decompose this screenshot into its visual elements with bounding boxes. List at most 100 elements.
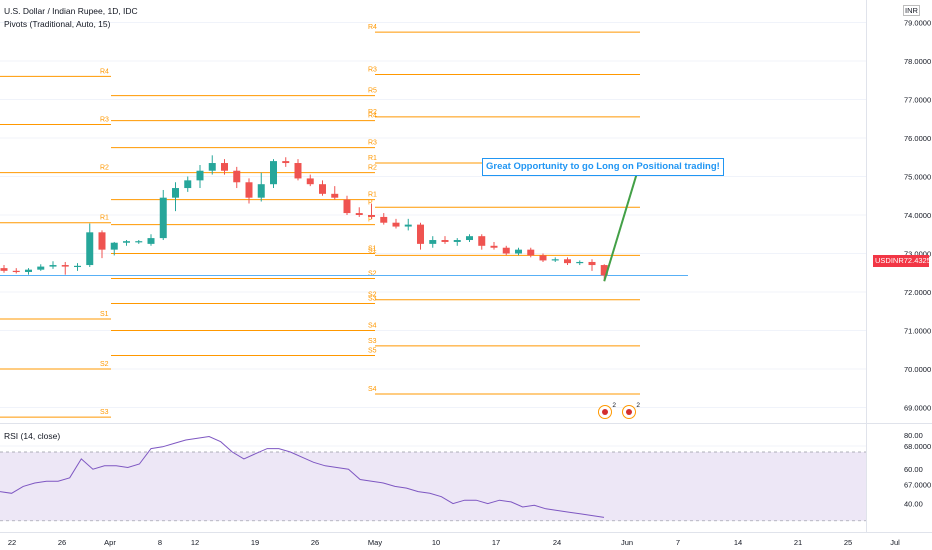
price-tick-label: 67.0000 bbox=[904, 481, 931, 490]
candle-body bbox=[576, 261, 584, 264]
price-tick-label: 77.0000 bbox=[904, 96, 931, 105]
price-tag-value: 72.4325 bbox=[903, 256, 931, 265]
pivot-level-label: S5 bbox=[368, 348, 377, 355]
rsi-band bbox=[0, 452, 866, 521]
candle-body bbox=[539, 255, 547, 261]
event-count: 2 bbox=[612, 402, 616, 409]
candle-body bbox=[147, 238, 155, 244]
trade-idea-callout[interactable]: Great Opportunity to go Long on Position… bbox=[482, 158, 724, 176]
time-tick-label: 14 bbox=[734, 538, 742, 547]
candle-body bbox=[233, 170, 241, 183]
pivot-level-label: P bbox=[368, 217, 373, 224]
candle-body bbox=[392, 222, 400, 227]
pivot-level-label: R1 bbox=[100, 215, 109, 222]
pivot-levels: R4R3R2R1S1S2S3R5R4R3R2R1PS1S2S3S4S5R4R3R… bbox=[0, 24, 688, 418]
economic-event-icon[interactable]: 2 bbox=[622, 402, 640, 419]
flag-icon bbox=[602, 409, 608, 415]
pivot-level-label: S3 bbox=[368, 338, 377, 345]
pivot-level-label: R1 bbox=[368, 155, 377, 162]
candle-body bbox=[441, 240, 449, 242]
pivot-level-label: R1 bbox=[368, 192, 377, 199]
candle-body bbox=[282, 161, 290, 164]
candle-body bbox=[49, 265, 57, 267]
candle-body bbox=[74, 265, 81, 268]
time-tick-label: 26 bbox=[58, 538, 66, 547]
candles bbox=[0, 155, 608, 282]
price-tick-label: 70.0000 bbox=[904, 365, 931, 374]
candle-body bbox=[61, 265, 69, 267]
pivot-level-label: S3 bbox=[368, 296, 377, 303]
candle-body bbox=[184, 180, 192, 189]
candle-body bbox=[453, 240, 461, 242]
rsi-label[interactable]: RSI (14, close) bbox=[4, 431, 61, 441]
price-tick-label: 72.0000 bbox=[904, 288, 931, 297]
candle-body bbox=[245, 182, 253, 198]
time-tick-label: 25 bbox=[844, 538, 852, 547]
flag-icon bbox=[626, 409, 632, 415]
time-tick-label: 8 bbox=[158, 538, 162, 547]
candle-body bbox=[37, 266, 45, 270]
candle-body bbox=[0, 268, 8, 271]
candle-body bbox=[306, 178, 314, 185]
indicator-label[interactable]: Pivots (Traditional, Auto, 15) bbox=[4, 19, 111, 29]
pivot-level-label: R3 bbox=[368, 66, 377, 73]
rsi-tick-label: 80.00 bbox=[904, 431, 923, 440]
pivot-level-label: S1 bbox=[100, 311, 109, 318]
rsi-tick-label: 40.00 bbox=[904, 500, 923, 509]
price-tag-symbol: USDINR bbox=[875, 256, 904, 265]
candle-body bbox=[527, 249, 535, 256]
candle-body bbox=[98, 232, 106, 250]
currency-badge[interactable]: INR bbox=[903, 5, 920, 16]
candle-body bbox=[221, 163, 228, 171]
candle-body bbox=[588, 261, 596, 266]
pivot-level-label: S2 bbox=[368, 271, 377, 278]
time-tick-label: May bbox=[368, 538, 382, 547]
candle-body bbox=[380, 216, 388, 223]
projection-arrow bbox=[603, 162, 641, 282]
candle-body bbox=[355, 213, 363, 215]
candle-body bbox=[25, 269, 32, 272]
pivot-level-label: S2 bbox=[100, 361, 109, 368]
pivot-level-label: S3 bbox=[100, 409, 109, 416]
candle-body bbox=[135, 241, 143, 243]
rsi-pane: 80.00 60.00 40.00 bbox=[0, 431, 923, 522]
candle-body bbox=[551, 259, 559, 261]
candle-body bbox=[429, 240, 437, 244]
candle-body bbox=[196, 170, 204, 181]
pivot-level-label: R2 bbox=[100, 165, 109, 172]
candle-body bbox=[159, 197, 167, 239]
candle-body bbox=[110, 242, 118, 250]
time-tick-label: 22 bbox=[8, 538, 16, 547]
price-tick-label: 78.0000 bbox=[904, 57, 931, 66]
pivot-level-label: R3 bbox=[368, 140, 377, 147]
price-tick-label: 79.0000 bbox=[904, 19, 931, 28]
candle-body bbox=[270, 161, 277, 185]
price-tick-label: 69.0000 bbox=[904, 404, 931, 413]
symbol-title[interactable]: U.S. Dollar / Indian Rupee, 1D, IDC bbox=[4, 6, 138, 16]
economic-event-icon[interactable]: 2 bbox=[598, 402, 616, 419]
time-axis: 22 26 Apr 8 12 19 26 May 10 17 24 Jun 7 14 21 25 Jul bbox=[0, 532, 932, 547]
candle-body bbox=[319, 184, 326, 194]
candle-body bbox=[368, 215, 375, 217]
candle-body bbox=[478, 236, 486, 246]
candle-body bbox=[404, 224, 412, 227]
pivot-level-label: S4 bbox=[368, 323, 377, 330]
candle-body bbox=[172, 188, 179, 198]
time-tick-label: Jul bbox=[890, 538, 900, 547]
pivot-level-label: R4 bbox=[100, 68, 109, 75]
candle-body bbox=[294, 163, 302, 179]
candle-body bbox=[564, 259, 571, 264]
time-tick-label: Apr bbox=[104, 538, 116, 547]
candle-body bbox=[417, 224, 424, 244]
pivot-level-label: P bbox=[368, 199, 373, 206]
pivot-level-label: R4 bbox=[368, 24, 377, 31]
candle-body bbox=[12, 270, 20, 273]
pivot-level-label: S4 bbox=[368, 386, 377, 393]
candle-body bbox=[123, 241, 130, 243]
candle-body bbox=[502, 247, 510, 254]
price-axis: 81.000080.000079.000078.000077.000076.00… bbox=[0, 19, 931, 490]
time-tick-label: 21 bbox=[794, 538, 802, 547]
pivot-level-label: R3 bbox=[100, 117, 109, 124]
projection-line bbox=[603, 162, 641, 282]
